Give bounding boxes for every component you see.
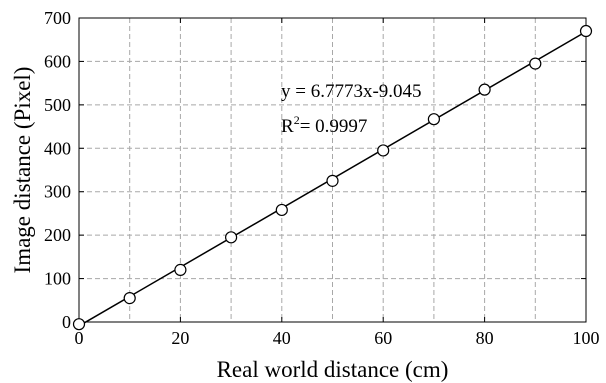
- r-squared-value: = 0.9997: [300, 116, 368, 137]
- data-point: [123, 292, 136, 305]
- x-tick-label: 100: [573, 328, 600, 348]
- data-point: [174, 263, 187, 276]
- y-tick-label: 300: [44, 182, 71, 202]
- x-tick-label: 0: [75, 328, 84, 348]
- data-point: [72, 318, 86, 331]
- y-tick-label: 100: [44, 269, 71, 289]
- data-point: [377, 144, 390, 157]
- fit-equation: y = 6.7773x-9.045: [281, 81, 422, 102]
- r-squared-superscript: 2: [294, 113, 300, 127]
- y-tick-label: 400: [44, 138, 71, 158]
- y-tick-label: 700: [44, 8, 71, 28]
- y-tick-label: 200: [44, 225, 71, 245]
- x-tick-label: 40: [273, 328, 291, 348]
- data-point: [478, 83, 491, 96]
- plot-area-frame: [78, 17, 587, 323]
- data-points: [72, 24, 593, 331]
- y-axis-title: Image distance (Pixel): [10, 67, 35, 274]
- data-point: [579, 24, 593, 38]
- data-point: [326, 174, 339, 187]
- x-tick-label: 20: [171, 328, 189, 348]
- y-tick-label: 600: [44, 51, 71, 71]
- x-tick-label: 60: [374, 328, 392, 348]
- data-point: [427, 113, 440, 126]
- axis-ticks: [78, 17, 587, 323]
- y-tick-label: 0: [62, 312, 71, 332]
- grid: [79, 18, 586, 322]
- x-tick-label: 80: [476, 328, 494, 348]
- tick-labels: 0 20 40 60 80 100 0 100 200 300 400 500 600 700: [44, 8, 600, 348]
- r-squared-annotation: R2= 0.9997: [281, 113, 367, 137]
- data-point: [529, 57, 542, 70]
- y-tick-label: 500: [44, 95, 71, 115]
- data-point: [275, 203, 288, 217]
- r-squared-symbol: R: [281, 116, 294, 137]
- x-axis-title: Real world distance (cm): [217, 357, 449, 382]
- data-point: [225, 231, 238, 244]
